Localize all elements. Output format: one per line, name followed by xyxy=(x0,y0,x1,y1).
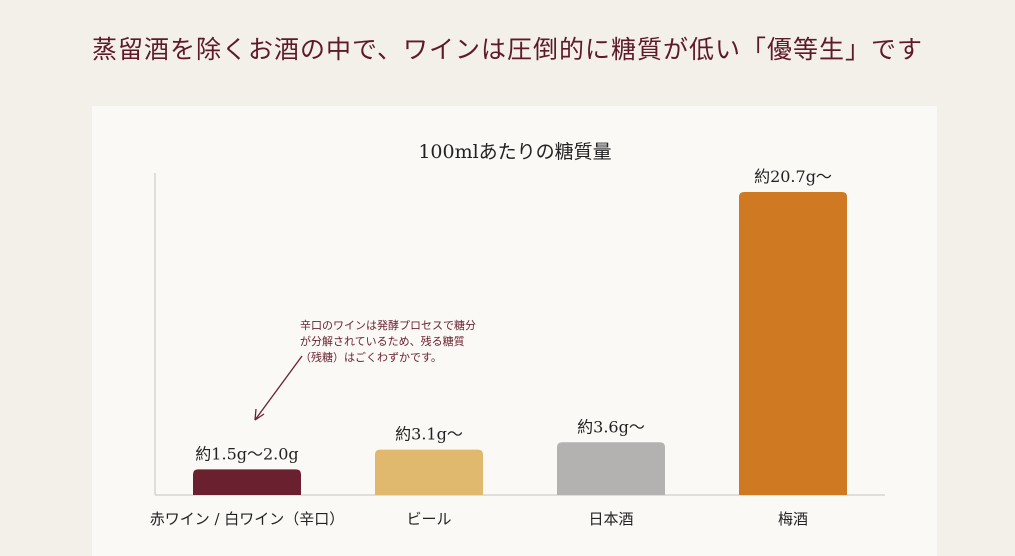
bar xyxy=(557,442,665,495)
arrow-head-icon xyxy=(254,408,265,421)
data-label: 約1.5g〜2.0g xyxy=(195,444,298,463)
data-label: 約20.7g〜 xyxy=(754,167,832,186)
chart-title: 100mlあたりの糖質量 xyxy=(418,141,611,163)
bar xyxy=(193,469,301,495)
headline: 蒸留酒を除くお酒の中で、ワインは圧倒的に糖質が低い「優等生」です xyxy=(91,35,923,64)
annotation-text: 辛口のワインは発酵プロセスで糖分 が分解されているため、残る糖質 （残糖）はごく… xyxy=(300,319,476,364)
data-label: 約3.1g〜 xyxy=(395,425,463,444)
category-label: 日本酒 xyxy=(588,510,633,528)
category-label: 梅酒 xyxy=(778,510,808,528)
bar xyxy=(375,449,483,495)
category-label: ビール xyxy=(406,510,451,528)
annotation-arrow xyxy=(254,355,303,421)
category-label: 赤ワイン / 白ワイン（辛口） xyxy=(150,510,345,528)
data-label: 約3.6g〜 xyxy=(577,417,645,436)
bar xyxy=(739,192,847,495)
